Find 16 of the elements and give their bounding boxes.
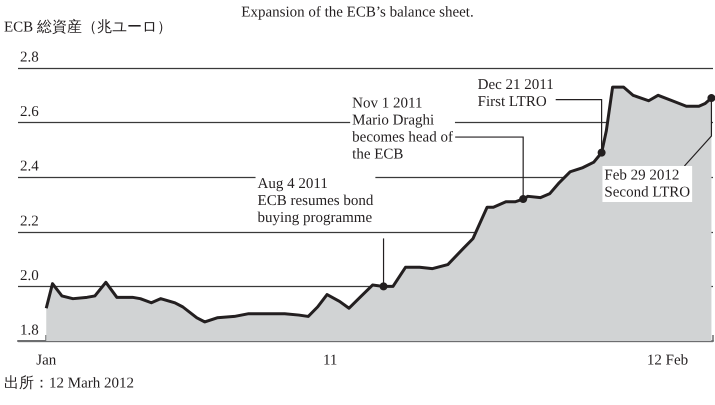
annotation: Feb 29 2012 Second LTRO: [604, 168, 690, 201]
y-tick-label: 2.6: [20, 104, 40, 120]
annotation: Dec 21 2011 First LTRO: [478, 77, 554, 110]
x-tick-label: Jan: [36, 352, 57, 368]
y-tick-label: 2.2: [20, 213, 39, 230]
text: 出所：12 Marh 2012: [4, 374, 134, 392]
y-tick-label: 2.4: [20, 158, 40, 175]
y-axis-title: ECB 総資産（兆ユーロ）: [4, 18, 172, 36]
annotation: Aug 4 2011 ECB resumes bond buying programme: [258, 176, 374, 226]
x-tick-label: 12 Feb: [646, 352, 688, 368]
y-tick-label: 2.8: [20, 50, 39, 66]
chart-title: Expansion of the ECB’s balance sheet.: [241, 4, 474, 20]
y-tick-label: 2.0: [20, 268, 39, 284]
annotation: Nov 1 2011 Mario Draghi becomes head of the ECB: [352, 96, 453, 163]
y-tick-label: 1.8: [20, 322, 39, 338]
x-tick-label: 11: [322, 352, 338, 368]
